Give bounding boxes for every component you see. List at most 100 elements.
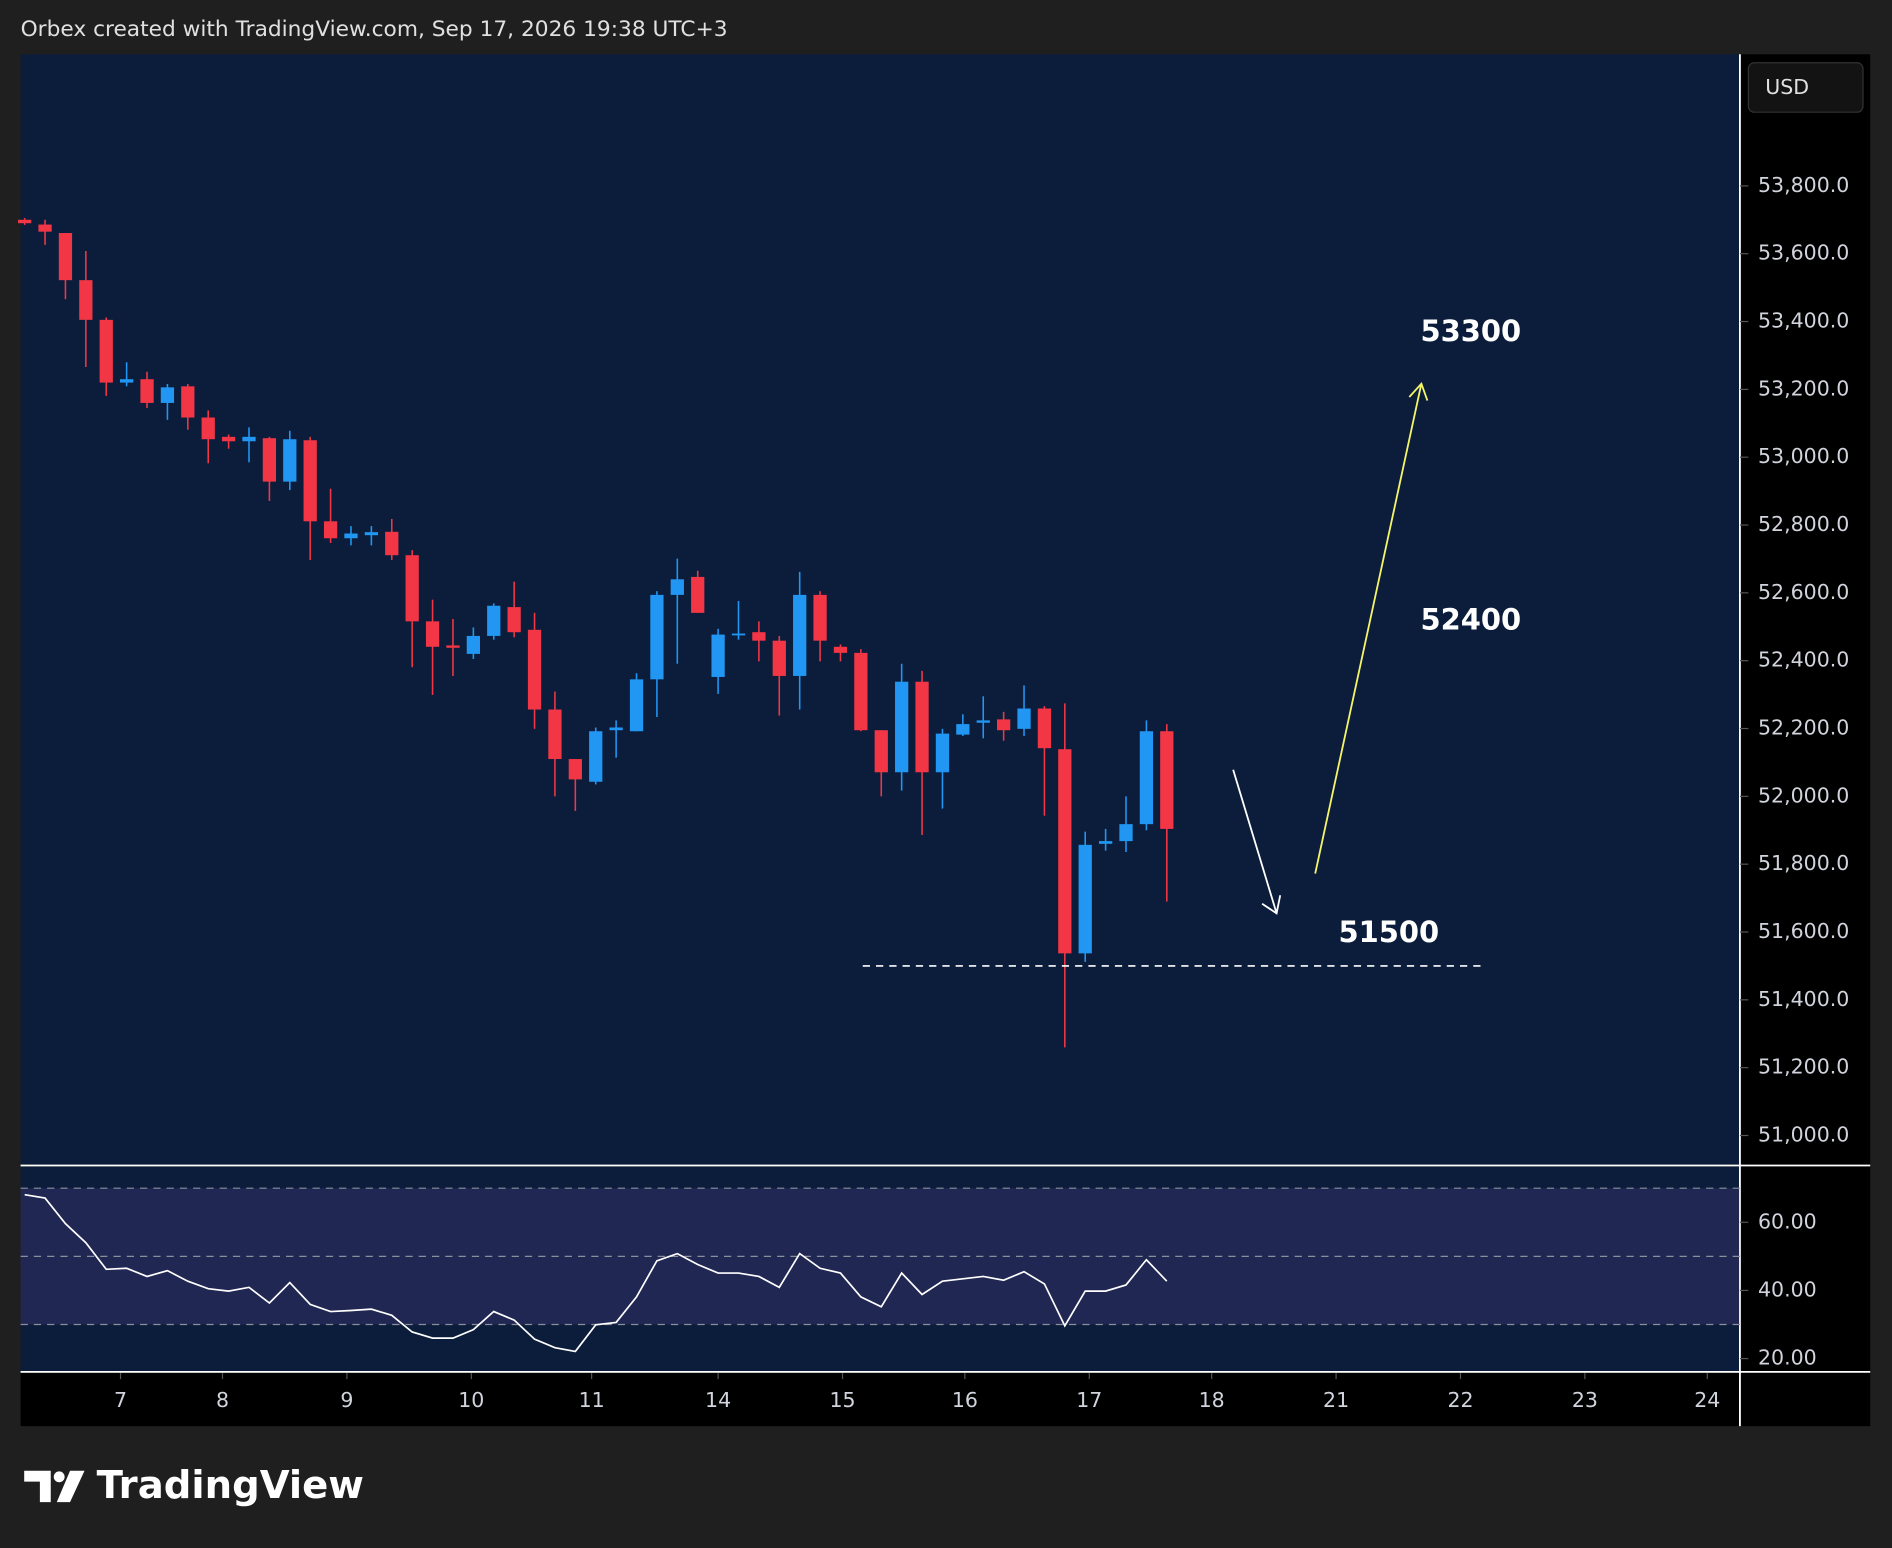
x-tick-label: 8 [216, 1388, 229, 1412]
candle-body [1037, 708, 1052, 749]
x-axis-pane [20, 1373, 1740, 1427]
x-tick-label: 16 [952, 1388, 978, 1412]
candle-body [813, 594, 827, 641]
y-tick-label: 60.00 [1758, 1209, 1817, 1233]
candle-body [119, 379, 134, 383]
candle-body [629, 679, 644, 732]
candle-body [303, 440, 317, 522]
candle-body [772, 640, 786, 676]
candle-body [650, 594, 664, 680]
y-tick-label: 51,800.0 [1758, 851, 1849, 875]
x-tick-label: 11 [579, 1388, 605, 1412]
currency-button[interactable] [1747, 62, 1864, 113]
y-tick-label: 51,600.0 [1758, 919, 1849, 943]
candle-body [425, 621, 440, 647]
candle-body [140, 379, 154, 403]
candle-body [58, 233, 73, 281]
candle-body [1119, 824, 1133, 842]
candle-body [833, 646, 848, 653]
y-tick-label: 52,400.0 [1758, 648, 1849, 672]
candle-body [609, 727, 623, 731]
candle-body [201, 417, 215, 440]
candle-body [385, 531, 399, 556]
candle-body [446, 645, 460, 648]
x-tick-label: 24 [1694, 1388, 1720, 1412]
candle-body [1160, 731, 1174, 829]
y-tick-label: 20.00 [1758, 1346, 1817, 1370]
rsi-pane [20, 1166, 1740, 1372]
candle-body [160, 387, 175, 403]
y-tick-label: 51,200.0 [1758, 1055, 1849, 1079]
logo [24, 1470, 85, 1503]
candle-body [976, 720, 990, 723]
candle-body [323, 521, 338, 539]
candle-body [344, 533, 358, 539]
candle-body [221, 436, 236, 442]
candle-body [711, 634, 725, 677]
x-tick-label: 18 [1199, 1388, 1225, 1412]
header: Orbex created with TradingView.com, Sep … [21, 17, 728, 42]
y-tick-label: 53,800.0 [1758, 173, 1849, 197]
candle-body [181, 386, 195, 418]
x-tick-label: 23 [1572, 1388, 1598, 1412]
candle-body [405, 555, 419, 622]
candles [18, 218, 1174, 1048]
annotation: 51500 [1338, 915, 1439, 949]
candle-body [466, 635, 480, 654]
price-pane [20, 54, 1740, 1165]
x-tick-label: 22 [1447, 1388, 1473, 1412]
y-tick-label: 40.00 [1758, 1277, 1817, 1301]
y-axis-pane [1741, 54, 1871, 1427]
y-tick-label: 53,600.0 [1758, 241, 1849, 265]
candle-body [895, 681, 909, 773]
candle-body [752, 632, 766, 641]
x-tick-label: 7 [114, 1388, 127, 1412]
candle-body [242, 436, 256, 442]
candle-body [283, 439, 297, 482]
candle-body [793, 594, 807, 676]
y-tick-label: 52,000.0 [1758, 783, 1849, 807]
candle-body [1139, 731, 1154, 825]
logo-text: TradingView [97, 1463, 364, 1508]
candle-body [854, 652, 868, 731]
candle-body [548, 709, 562, 760]
candle-body [691, 576, 705, 613]
x-tick-label: 15 [829, 1388, 855, 1412]
candle-body [262, 438, 277, 482]
candle-body [731, 633, 746, 636]
y-tick-label: 51,400.0 [1758, 987, 1849, 1011]
candle-body [874, 730, 888, 773]
x-tick-label: 10 [458, 1388, 484, 1412]
white-arrow [1232, 769, 1282, 915]
y-tick-label: 53,400.0 [1758, 309, 1849, 333]
candle-body [568, 759, 582, 780]
candle-body [956, 724, 970, 735]
yellow-arrow [1314, 381, 1429, 874]
candle-body [507, 607, 521, 633]
rsi-line [24, 1193, 1168, 1353]
candle-body [935, 733, 950, 773]
candle-body [670, 579, 684, 595]
candle-body [18, 219, 32, 224]
y-tick-label: 51,000.0 [1758, 1122, 1849, 1146]
candle-body [1078, 844, 1092, 954]
x-tick-label: 14 [705, 1388, 731, 1412]
y-tick-label: 52,200.0 [1758, 716, 1849, 740]
annotation: 53300 [1421, 314, 1522, 348]
candle-body [915, 681, 929, 773]
candle-body [99, 319, 113, 383]
x-tick-label: 17 [1076, 1388, 1102, 1412]
candle-body [38, 224, 52, 232]
candle-body [527, 629, 542, 710]
candle-body [1098, 841, 1113, 844]
candle-body [589, 731, 603, 782]
y-tick-label: 53,000.0 [1758, 444, 1849, 468]
annotation: 52400 [1421, 602, 1522, 636]
y-tick-label: 53,200.0 [1758, 376, 1849, 400]
x-tick-label: 9 [340, 1388, 353, 1412]
candle-body [364, 532, 379, 536]
candle-body [1017, 708, 1031, 729]
candle-body [996, 719, 1011, 731]
